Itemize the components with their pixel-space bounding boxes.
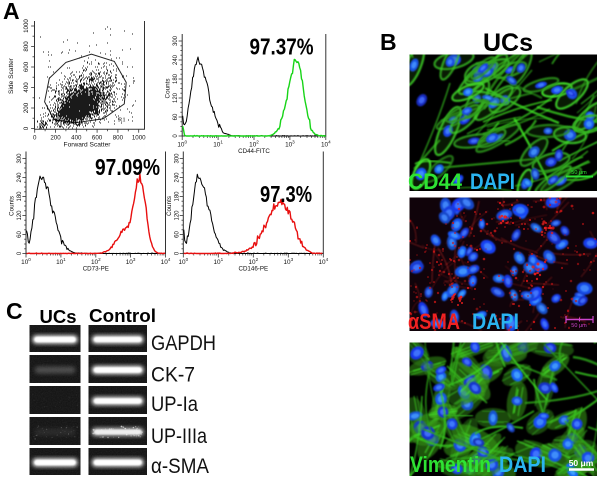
svg-text:200: 200	[50, 135, 61, 142]
svg-text:120: 120	[173, 92, 179, 103]
svg-text:800: 800	[23, 41, 30, 52]
svg-text:DAPI: DAPI	[472, 309, 519, 334]
svg-text:Counts: Counts	[165, 79, 172, 99]
svg-text:Control: Control	[89, 305, 156, 326]
svg-text:C: C	[6, 298, 23, 324]
svg-text:B: B	[380, 29, 397, 55]
svg-text:50 μm: 50 μm	[571, 170, 587, 176]
svg-text:400: 400	[23, 82, 30, 93]
svg-text:100: 100	[177, 140, 187, 149]
svg-text:100: 100	[178, 257, 188, 266]
svg-text:UP-IIIa: UP-IIIa	[151, 424, 207, 448]
svg-text:800: 800	[113, 135, 124, 142]
svg-text:200: 200	[23, 102, 30, 113]
svg-text:0: 0	[174, 251, 180, 255]
svg-text:1000: 1000	[132, 135, 146, 142]
svg-text:102: 102	[248, 257, 258, 266]
svg-text:60: 60	[174, 231, 180, 238]
svg-text:101: 101	[213, 140, 223, 149]
svg-text:UCs: UCs	[39, 306, 76, 327]
svg-text:Counts: Counts	[9, 196, 16, 216]
svg-text:UCs: UCs	[483, 29, 533, 57]
svg-text:103: 103	[126, 257, 136, 266]
svg-text:600: 600	[23, 61, 30, 72]
svg-text:104: 104	[321, 140, 331, 149]
svg-text:300: 300	[17, 153, 23, 164]
svg-text:102: 102	[91, 257, 101, 266]
svg-text:101: 101	[56, 257, 66, 266]
svg-text:CD146-PE: CD146-PE	[239, 266, 269, 273]
svg-text:UP-Ia: UP-Ia	[151, 392, 198, 416]
svg-text:300: 300	[174, 153, 180, 164]
svg-text:0: 0	[33, 135, 37, 142]
svg-text:240: 240	[174, 172, 180, 183]
svg-text:50 μm: 50 μm	[571, 323, 587, 329]
svg-text:αSMA: αSMA	[408, 309, 460, 334]
svg-text:50 μm: 50 μm	[569, 458, 594, 468]
svg-text:104: 104	[161, 257, 171, 266]
svg-text:101: 101	[213, 257, 223, 266]
svg-text:240: 240	[17, 172, 23, 183]
svg-text:1000: 1000	[23, 19, 30, 33]
svg-text:Counts: Counts	[166, 196, 173, 216]
svg-text:CK-7: CK-7	[151, 363, 195, 387]
svg-text:Forward Scatter: Forward Scatter	[64, 142, 112, 149]
svg-text:400: 400	[71, 135, 82, 142]
svg-text:0: 0	[23, 126, 30, 130]
svg-text:0: 0	[173, 134, 179, 138]
svg-text:CD44-FITC: CD44-FITC	[238, 148, 270, 155]
svg-text:DAPI: DAPI	[470, 169, 515, 194]
svg-text:Side Scatter: Side Scatter	[8, 57, 15, 94]
svg-text:102: 102	[249, 140, 259, 149]
svg-text:180: 180	[174, 191, 180, 202]
svg-text:60: 60	[17, 231, 23, 238]
svg-text:A: A	[3, 0, 20, 24]
svg-text:100: 100	[21, 257, 31, 266]
svg-text:0: 0	[17, 251, 23, 255]
svg-text:600: 600	[92, 135, 103, 142]
svg-text:120: 120	[174, 210, 180, 221]
svg-text:DAPI: DAPI	[499, 452, 546, 477]
svg-text:180: 180	[17, 191, 23, 202]
svg-text:Vimentin: Vimentin	[410, 452, 491, 477]
svg-text:60: 60	[173, 113, 179, 120]
svg-text:103: 103	[285, 140, 295, 149]
svg-text:120: 120	[17, 210, 23, 221]
svg-text:GAPDH: GAPDH	[151, 331, 216, 355]
svg-text:R1: R1	[118, 117, 126, 124]
svg-text:97.37%: 97.37%	[250, 34, 314, 60]
svg-text:240: 240	[173, 54, 179, 65]
svg-text:180: 180	[173, 73, 179, 84]
svg-text:97.09%: 97.09%	[95, 154, 160, 180]
svg-text:CD73-PE: CD73-PE	[83, 266, 109, 273]
svg-text:104: 104	[318, 257, 328, 266]
svg-text:300: 300	[173, 35, 179, 46]
svg-text:103: 103	[283, 257, 293, 266]
svg-text:α-SMA: α-SMA	[151, 454, 210, 478]
svg-text:CD44: CD44	[408, 169, 463, 194]
svg-text:97.3%: 97.3%	[260, 181, 312, 207]
